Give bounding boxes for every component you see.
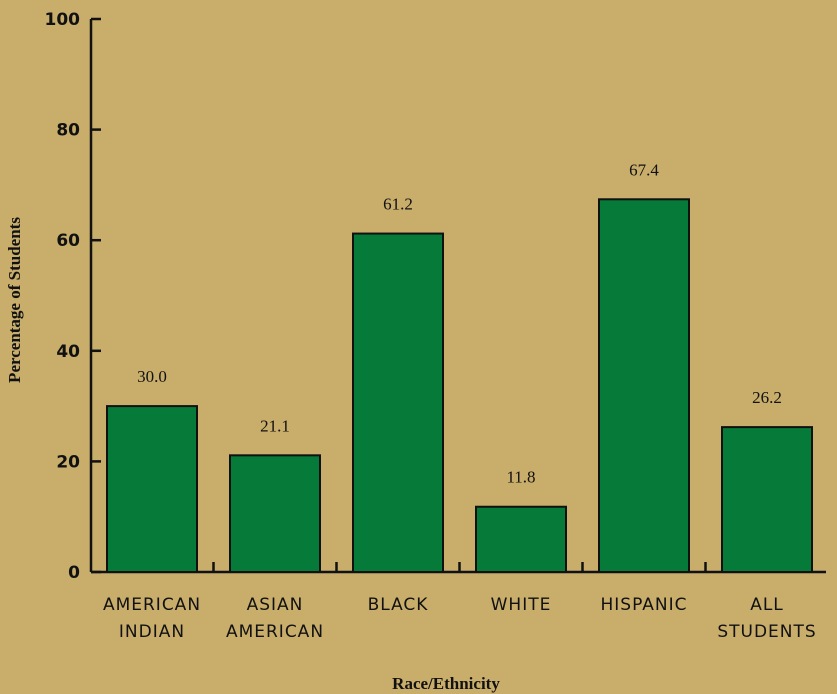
category-label: HISPANIC [601, 595, 688, 615]
category-label: ASIAN [247, 595, 304, 615]
y-axis-title: Percentage of Students [5, 217, 24, 383]
bar-value-label: 30.0 [137, 367, 167, 386]
bar [352, 232, 444, 573]
category-label: AMERICAN [226, 622, 324, 642]
chart-labels: 0 20 40 60 80 100 30.0 AMERICAN INDIAN 21.1 ASIAN A… [45, 10, 816, 642]
chart-bars [106, 198, 813, 574]
chart-axes [89, 17, 826, 574]
bar-value-label: 11.8 [506, 468, 535, 487]
y-tick-label: 80 [56, 121, 80, 141]
bar-value-label: 26.2 [752, 388, 782, 407]
bar-value-label: 61.2 [383, 195, 413, 214]
bar [475, 505, 567, 573]
y-tick-label: 40 [56, 342, 80, 362]
bar [721, 426, 813, 574]
category-label: STUDENTS [717, 622, 816, 642]
y-tick-label: 20 [56, 452, 80, 472]
bar [598, 198, 690, 573]
x-axis-title: Race/Ethnicity [392, 674, 500, 693]
bar [106, 405, 198, 573]
bar [229, 454, 321, 573]
category-label: ALL [750, 595, 784, 615]
category-label: BLACK [368, 595, 429, 615]
y-tick-label: 60 [56, 231, 80, 251]
y-tick-label: 100 [45, 10, 81, 30]
category-label: INDIAN [119, 622, 185, 642]
bar-value-label: 21.1 [260, 416, 290, 435]
category-label: WHITE [491, 595, 552, 615]
category-label: AMERICAN [103, 595, 201, 615]
bar-value-label: 67.4 [629, 160, 659, 179]
y-tick-label: 0 [68, 563, 80, 583]
